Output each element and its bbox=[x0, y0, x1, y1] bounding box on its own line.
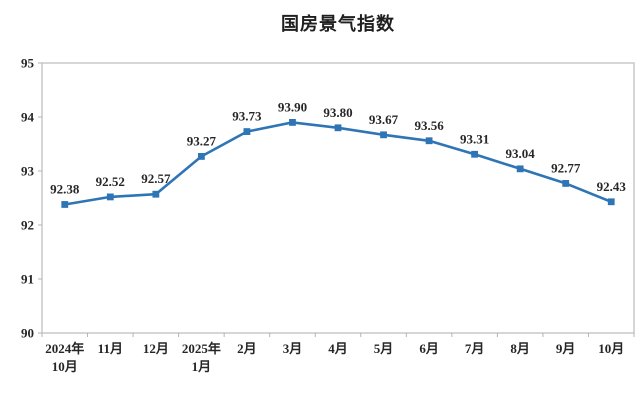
x-axis-label: 9月 bbox=[556, 341, 576, 356]
x-axis-label: 4月 bbox=[328, 341, 348, 356]
y-axis-tick-label: 94 bbox=[21, 110, 35, 125]
data-point-marker bbox=[425, 137, 433, 145]
data-point-label: 92.77 bbox=[551, 160, 581, 175]
data-point-marker bbox=[289, 119, 296, 126]
data-point-marker bbox=[562, 180, 570, 187]
x-axis-label: 3月 bbox=[283, 341, 303, 356]
data-point-label: 93.31 bbox=[460, 131, 489, 146]
data-point-label: 92.57 bbox=[141, 171, 171, 186]
data-point-label: 93.80 bbox=[323, 105, 352, 120]
data-point-label: 93.27 bbox=[187, 133, 217, 148]
x-axis-label: 5月 bbox=[374, 341, 394, 356]
data-point-marker bbox=[61, 201, 69, 208]
y-axis-tick-label: 90 bbox=[21, 326, 34, 341]
y-axis-tick-label: 95 bbox=[21, 56, 35, 71]
y-axis-tick-label: 91 bbox=[21, 272, 34, 287]
x-axis-label: 2月 bbox=[237, 341, 257, 356]
x-axis-sublabel: 10月 bbox=[52, 359, 78, 374]
data-point-label: 92.52 bbox=[96, 174, 125, 189]
data-point-marker bbox=[607, 198, 615, 206]
x-axis-label: 11月 bbox=[98, 341, 123, 356]
data-point-label: 92.38 bbox=[50, 181, 80, 196]
data-point-marker bbox=[106, 193, 114, 201]
data-point-marker bbox=[197, 153, 205, 160]
data-point-marker bbox=[243, 128, 251, 135]
data-point-label: 93.73 bbox=[232, 109, 262, 124]
x-axis-sublabel: 1月 bbox=[192, 359, 212, 374]
index-line-series bbox=[63, 121, 613, 206]
plot-border bbox=[41, 62, 635, 334]
data-point-label: 93.67 bbox=[369, 112, 399, 127]
y-axis-tick-label: 92 bbox=[21, 218, 34, 233]
data-point-marker bbox=[152, 190, 160, 198]
x-axis-label: 7月 bbox=[465, 341, 485, 356]
data-point-marker bbox=[516, 165, 524, 173]
chart-title: 国房景气指数 bbox=[281, 14, 395, 34]
data-point-marker bbox=[380, 131, 387, 139]
x-axis-label: 12月 bbox=[143, 341, 169, 356]
x-axis-label: 6月 bbox=[419, 341, 439, 356]
x-axis-label: 2025年 bbox=[182, 341, 221, 356]
data-point-label: 93.56 bbox=[414, 118, 444, 133]
data-point-marker bbox=[334, 124, 342, 132]
x-axis-label: 8月 bbox=[510, 341, 530, 356]
data-point-marker bbox=[471, 150, 479, 158]
data-point-label: 92.43 bbox=[597, 179, 627, 194]
x-axis-label: 10月 bbox=[598, 341, 624, 356]
data-point-label: 93.90 bbox=[278, 99, 307, 114]
data-point-label: 93.04 bbox=[506, 146, 536, 161]
x-axis-label: 2024年 bbox=[45, 341, 84, 356]
y-axis-tick-label: 93 bbox=[21, 164, 35, 179]
